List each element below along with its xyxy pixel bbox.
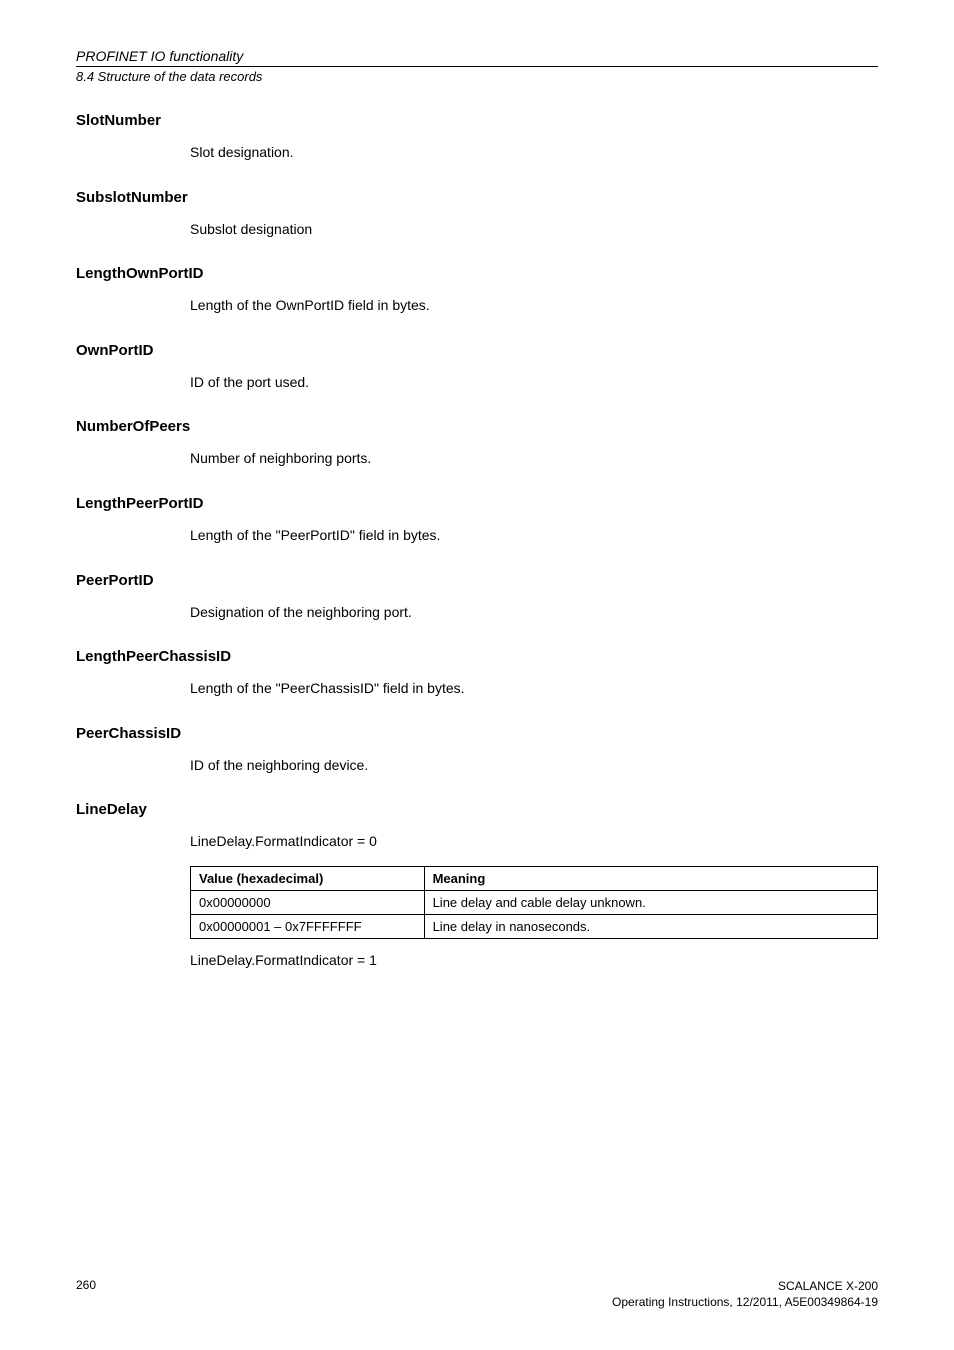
td-meaning: Line delay in nanoseconds.: [424, 914, 877, 938]
th-value: Value (hexadecimal): [191, 866, 425, 890]
page-footer: 260 SCALANCE X-200 Operating Instruction…: [76, 1278, 878, 1310]
section-lengthownportid: LengthOwnPortID Length of the OwnPortID …: [76, 265, 878, 316]
th-meaning: Meaning: [424, 866, 877, 890]
header-subtitle: 8.4 Structure of the data records: [76, 69, 878, 84]
heading-peerchassisid: PeerChassisID: [76, 725, 878, 742]
table-header-row: Value (hexadecimal) Meaning: [191, 866, 878, 890]
body-lengthpeerportid: Length of the "PeerPortID" field in byte…: [190, 526, 878, 546]
body-subslotnumber: Subslot designation: [190, 220, 878, 240]
page-header: PROFINET IO functionality 8.4 Structure …: [76, 48, 878, 84]
td-meaning: Line delay and cable delay unknown.: [424, 890, 877, 914]
section-subslotnumber: SubslotNumber Subslot designation: [76, 189, 878, 240]
heading-lengthpeerportid: LengthPeerPortID: [76, 495, 878, 512]
section-peerportid: PeerPortID Designation of the neighborin…: [76, 572, 878, 623]
body-peerchassisid: ID of the neighboring device.: [190, 756, 878, 776]
footer-docinfo: Operating Instructions, 12/2011, A5E0034…: [612, 1294, 878, 1310]
section-numberofpeers: NumberOfPeers Number of neighboring port…: [76, 418, 878, 469]
section-lengthpeerchassisid: LengthPeerChassisID Length of the "PeerC…: [76, 648, 878, 699]
body-lengthpeerchassisid: Length of the "PeerChassisID" field in b…: [190, 679, 878, 699]
section-peerchassisid: PeerChassisID ID of the neighboring devi…: [76, 725, 878, 776]
section-lengthpeerportid: LengthPeerPortID Length of the "PeerPort…: [76, 495, 878, 546]
footer-page-number: 260: [76, 1278, 96, 1292]
table-row: 0x00000000 Line delay and cable delay un…: [191, 890, 878, 914]
body-numberofpeers: Number of neighboring ports.: [190, 449, 878, 469]
footer-right: SCALANCE X-200 Operating Instructions, 1…: [612, 1278, 878, 1310]
footer-product: SCALANCE X-200: [612, 1278, 878, 1294]
td-value: 0x00000000: [191, 890, 425, 914]
heading-peerportid: PeerPortID: [76, 572, 878, 589]
body-peerportid: Designation of the neighboring port.: [190, 603, 878, 623]
section-ownportid: OwnPortID ID of the port used.: [76, 342, 878, 393]
heading-lengthpeerchassisid: LengthPeerChassisID: [76, 648, 878, 665]
linedelay-table: Value (hexadecimal) Meaning 0x00000000 L…: [190, 866, 878, 939]
td-value: 0x00000001 – 0x7FFFFFFF: [191, 914, 425, 938]
heading-subslotnumber: SubslotNumber: [76, 189, 878, 206]
header-rule: [76, 66, 878, 67]
body-linedelay-2: LineDelay.FormatIndicator = 1: [190, 951, 878, 971]
section-linedelay: LineDelay LineDelay.FormatIndicator = 0 …: [76, 801, 878, 970]
heading-slotnumber: SlotNumber: [76, 112, 878, 129]
body-slotnumber: Slot designation.: [190, 143, 878, 163]
linedelay-table-wrap: Value (hexadecimal) Meaning 0x00000000 L…: [190, 866, 878, 939]
section-slotnumber: SlotNumber Slot designation.: [76, 112, 878, 163]
heading-ownportid: OwnPortID: [76, 342, 878, 359]
heading-numberofpeers: NumberOfPeers: [76, 418, 878, 435]
body-lengthownportid: Length of the OwnPortID field in bytes.: [190, 296, 878, 316]
header-title: PROFINET IO functionality: [76, 48, 878, 64]
body-ownportid: ID of the port used.: [190, 373, 878, 393]
heading-linedelay: LineDelay: [76, 801, 878, 818]
body-linedelay-1: LineDelay.FormatIndicator = 0: [190, 832, 878, 852]
heading-lengthownportid: LengthOwnPortID: [76, 265, 878, 282]
table-row: 0x00000001 – 0x7FFFFFFF Line delay in na…: [191, 914, 878, 938]
